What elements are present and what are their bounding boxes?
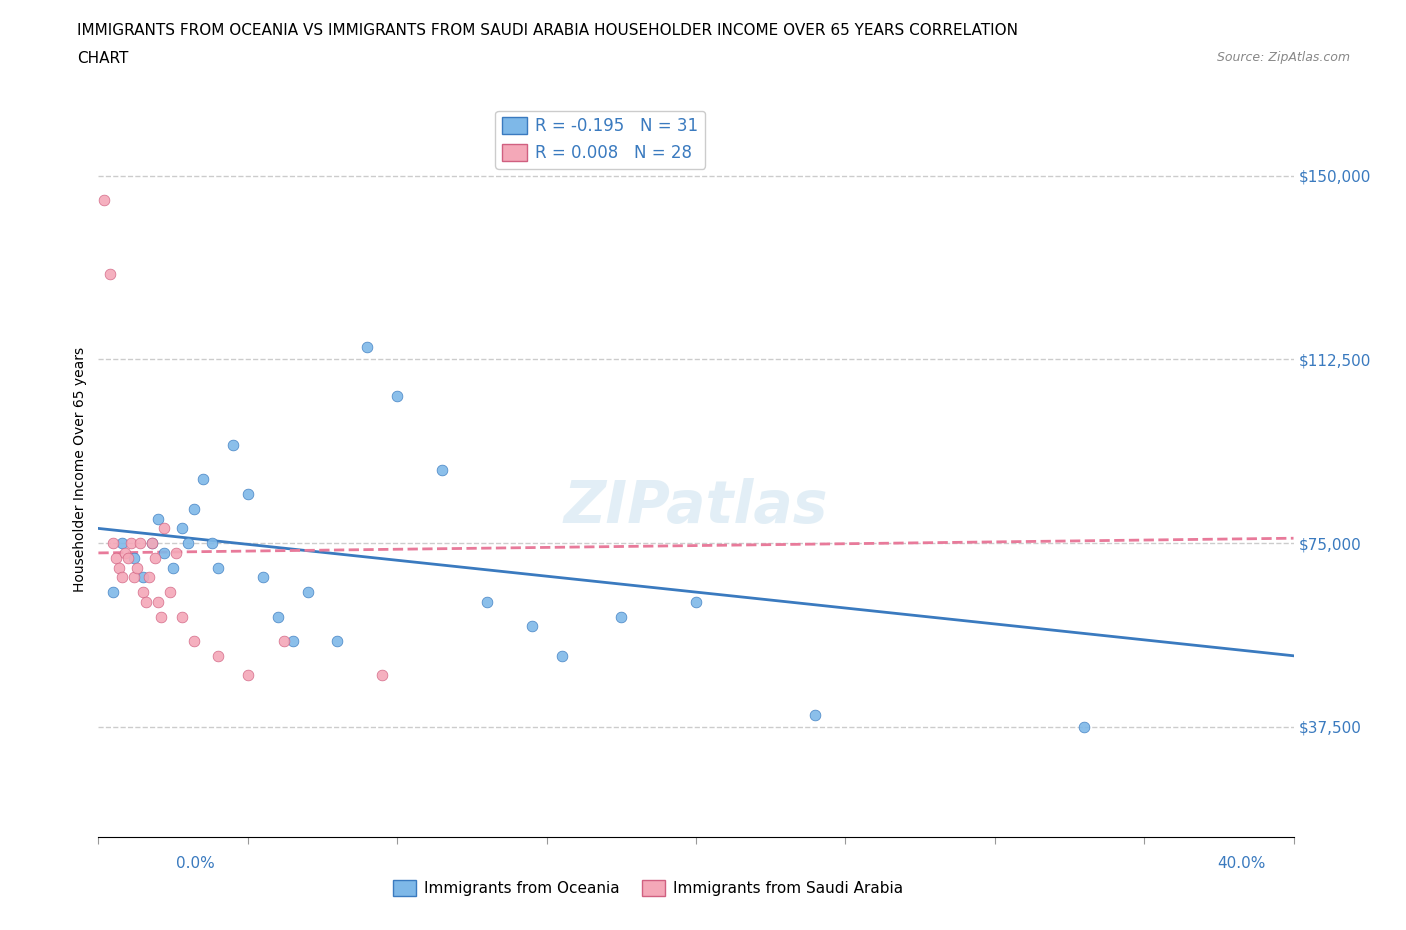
Point [685,594,707,609]
Point [138,570,160,585]
Point [273,633,295,648]
Point [127,560,149,575]
Point [222,438,245,453]
Text: Source: ZipAtlas.com: Source: ZipAtlas.com [1216,51,1350,64]
Point [281,633,304,648]
Point [236,668,259,683]
Point [93,193,115,207]
Text: IMMIGRANTS FROM OCEANIA VS IMMIGRANTS FROM SAUDI ARABIA HOUSEHOLDER INCOME OVER : IMMIGRANTS FROM OCEANIA VS IMMIGRANTS FR… [77,23,1018,38]
Point [150,609,173,624]
Point [141,536,163,551]
Point [385,389,409,404]
Point [143,551,166,565]
Point [111,570,134,585]
Point [114,546,136,561]
Point [236,486,259,501]
Point [207,560,229,575]
Point [610,609,633,624]
Point [105,551,128,565]
Point [162,560,184,575]
Y-axis label: Householder Income Over 65 years: Householder Income Over 65 years [73,347,87,592]
Point [148,512,170,526]
Point [177,536,200,551]
Point [124,570,146,585]
Point [1073,720,1095,735]
Point [159,585,181,600]
Point [297,585,319,600]
Point [172,609,194,624]
Point [475,594,498,609]
Text: 0.0%: 0.0% [176,856,215,870]
Point [804,707,827,722]
Point [103,585,125,600]
Point [201,536,224,551]
Point [252,570,274,585]
Point [124,551,146,565]
Point [120,536,142,551]
Point [267,609,290,624]
Point [191,472,214,487]
Point [207,648,229,663]
Text: ZIPatlas: ZIPatlas [564,478,828,535]
Point [132,570,155,585]
Point [111,536,134,551]
Point [520,619,543,634]
Point [183,633,205,648]
Text: CHART: CHART [77,51,129,66]
Point [326,633,349,648]
Point [117,551,139,565]
Point [430,462,453,477]
Point [153,546,176,561]
Point [172,521,194,536]
Point [148,594,170,609]
Point [141,536,163,551]
Point [129,536,152,551]
Text: 40.0%: 40.0% [1218,856,1265,870]
Point [550,648,572,663]
Point [98,266,122,281]
Point [183,501,205,516]
Point [371,668,394,683]
Point [132,585,155,600]
Point [153,521,176,536]
Point [165,546,187,561]
Point [108,560,131,575]
Point [135,594,157,609]
Point [356,339,378,354]
Legend: Immigrants from Oceania, Immigrants from Saudi Arabia: Immigrants from Oceania, Immigrants from… [387,874,910,902]
Point [103,536,125,551]
